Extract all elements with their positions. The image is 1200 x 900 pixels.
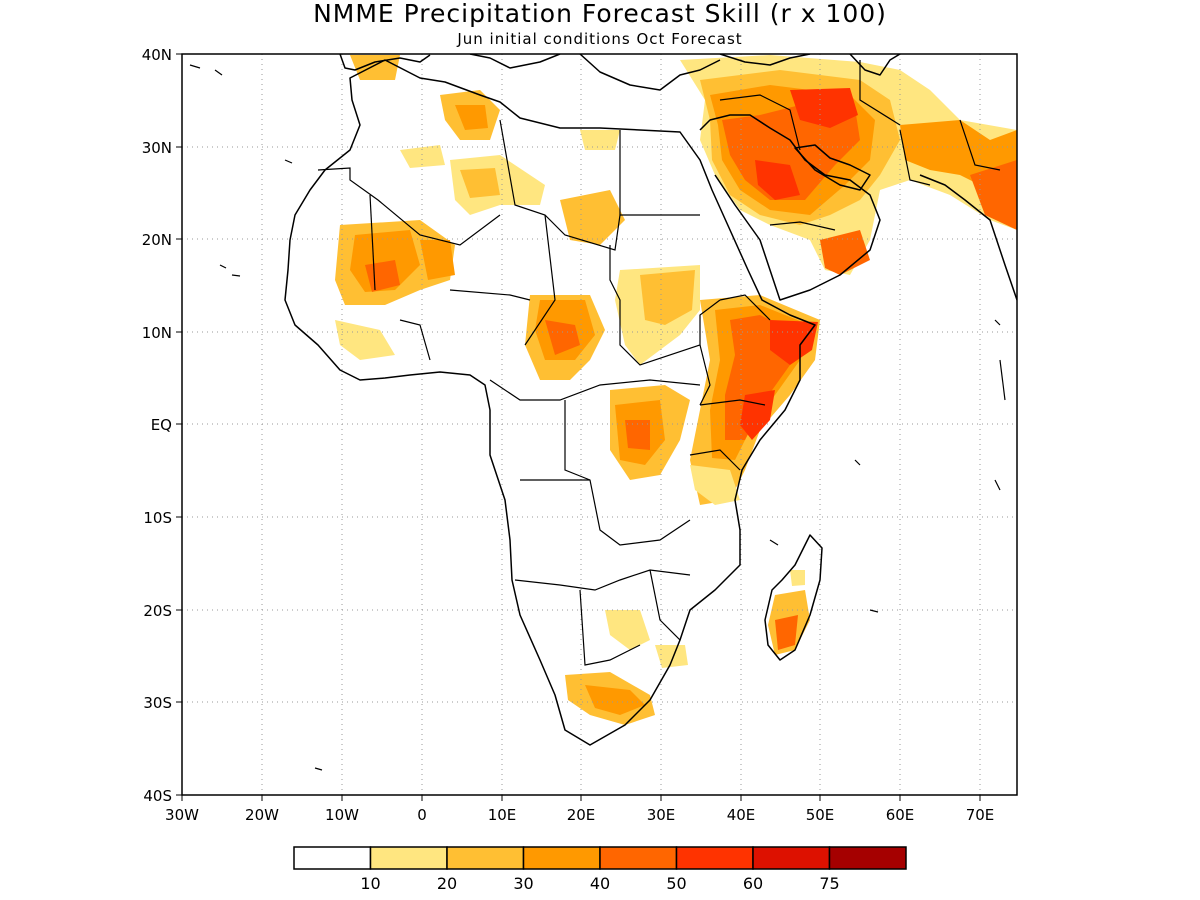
- lon-label: 70E: [966, 806, 995, 824]
- lat-label: 40S: [143, 787, 172, 805]
- europe-coastline-3: [579, 54, 721, 91]
- skill-region-sudan-b: [640, 270, 695, 325]
- grid-lines: [182, 54, 1017, 795]
- skill-region-gulf: [820, 230, 870, 275]
- lat-label: 20S: [143, 602, 172, 620]
- colorbar-swatch: [675, 846, 754, 870]
- africa-coastline: [284, 59, 816, 746]
- colorbar-swatch: [369, 846, 448, 870]
- skill-region-nw-1: [400, 145, 445, 168]
- colorbar-tick-label: 20: [437, 874, 457, 893]
- skill-region-sahel-w2: [420, 240, 455, 280]
- colorbar-swatch: [522, 846, 601, 870]
- skill-region-botswana: [605, 610, 650, 650]
- skill-region-north-africa-1b: [455, 105, 488, 130]
- lon-label: 40E: [727, 806, 756, 824]
- skill-region-mozambique: [655, 645, 688, 668]
- skill-region-tanzania: [690, 465, 740, 505]
- lat-label: 10N: [142, 324, 172, 342]
- skill-region-madagascar-n: [790, 570, 805, 586]
- colorbar-tick-label: 75: [819, 874, 839, 893]
- europe-coastline: [339, 54, 431, 71]
- lon-label: 60E: [886, 806, 915, 824]
- country-borders: [317, 60, 1001, 666]
- lon-label: 10W: [325, 806, 359, 824]
- colorbar-swatch: [599, 846, 678, 870]
- lat-label: 10S: [143, 509, 172, 527]
- europe-coastline-2: [469, 54, 561, 69]
- skill-region-s-africa-b: [585, 685, 645, 715]
- lat-label: 20N: [142, 231, 172, 249]
- madagascar-coastline: [764, 534, 823, 661]
- map-title: NMME Precipitation Forecast Skill (r x 1…: [313, 0, 887, 28]
- skill-region-middle-east-6: [790, 88, 858, 128]
- skill-region-horn: [770, 320, 818, 365]
- colorbar-swatch: [446, 846, 525, 870]
- colorbar-tick-label: 50: [666, 874, 686, 893]
- coastlines: [284, 54, 1017, 746]
- map-subtitle: Jun initial conditions Oct Forecast: [456, 30, 742, 48]
- axis-ticks: [176, 53, 981, 801]
- colorbar-tick-label: 60: [743, 874, 763, 893]
- persian-gulf-coastline: [794, 144, 871, 191]
- skill-region-sahel-west-b: [350, 230, 420, 292]
- skill-region-middle-east-5: [755, 160, 800, 200]
- skill-region-libya: [560, 190, 625, 245]
- skill-region-congo-c: [625, 420, 650, 450]
- india-coastline: [919, 174, 1017, 301]
- islands: [189, 64, 1006, 771]
- lon-label: 30E: [647, 806, 676, 824]
- colorbar-labels: 10 20 30 40 50 60 75: [360, 874, 839, 893]
- skill-region-guinea: [335, 320, 395, 360]
- lon-label: 30W: [165, 806, 199, 824]
- skill-region-chad-c: [545, 320, 580, 355]
- skill-shading: [335, 55, 1017, 725]
- lon-labels: 30W 20W 10W 0 10E 20E 30E 40E 50E 60E 70…: [165, 806, 994, 824]
- skill-region-north-africa-2b: [460, 168, 500, 198]
- skill-region-egypt-n: [580, 130, 620, 150]
- plot-area: [182, 54, 1017, 795]
- lon-label: 20E: [567, 806, 596, 824]
- colorbar-tick-label: 10: [360, 874, 380, 893]
- skill-region-india: [970, 160, 1017, 230]
- skill-region-madagascar-b: [775, 615, 798, 650]
- lon-label: 10E: [488, 806, 517, 824]
- colorbar-swatch: [293, 846, 372, 870]
- colorbar-swatch: [828, 846, 907, 870]
- skill-region-kenya: [740, 390, 775, 440]
- arabia-coastline: [699, 114, 881, 301]
- lon-label: 0: [417, 806, 427, 824]
- lat-label: 30S: [143, 694, 172, 712]
- lat-labels: 40N 30N 20N 10N EQ 10S 20S 30S 40S: [142, 46, 172, 805]
- lat-label: 40N: [142, 46, 172, 64]
- colorbar-tick-label: 40: [590, 874, 610, 893]
- colorbar-tick-label: 30: [513, 874, 533, 893]
- lat-label: 30N: [142, 139, 172, 157]
- colorbar-swatch: [752, 846, 831, 870]
- lon-label: 50E: [806, 806, 835, 824]
- lon-label: 20W: [245, 806, 279, 824]
- lat-label: EQ: [151, 416, 172, 434]
- colorbar: [293, 846, 907, 870]
- black-sea-coastline: [719, 54, 811, 66]
